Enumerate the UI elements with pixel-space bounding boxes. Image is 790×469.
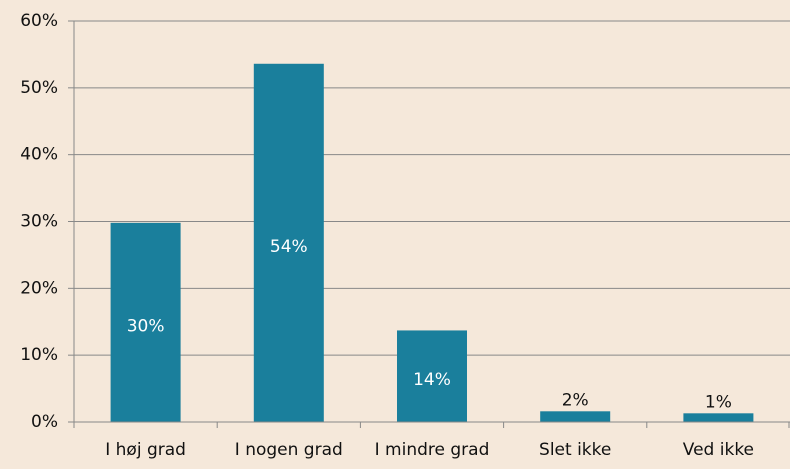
- y-tick-label: 50%: [20, 78, 58, 98]
- data-label: 14%: [413, 370, 451, 390]
- y-tick-label: 0%: [31, 412, 58, 432]
- x-tick-label: Slet ikke: [539, 440, 611, 460]
- x-tick-label: I høj grad: [105, 440, 186, 460]
- data-label: 2%: [562, 390, 589, 410]
- x-tick-label: I mindre grad: [375, 440, 490, 460]
- bar: [397, 330, 467, 422]
- data-label: 1%: [705, 392, 732, 412]
- y-tick-label: 60%: [20, 11, 58, 31]
- bar: [253, 63, 324, 422]
- data-label: 30%: [127, 316, 165, 336]
- bar: [683, 413, 754, 422]
- x-tick-label: I nogen grad: [235, 440, 343, 460]
- x-tick-label: Ved ikke: [683, 440, 754, 460]
- bar: [110, 222, 181, 422]
- bar: [540, 411, 611, 422]
- y-tick-label: 40%: [20, 145, 58, 165]
- data-label: 54%: [270, 237, 308, 257]
- y-tick-label: 30%: [20, 212, 58, 232]
- y-tick-label: 20%: [20, 278, 58, 298]
- y-tick-label: 10%: [20, 345, 58, 365]
